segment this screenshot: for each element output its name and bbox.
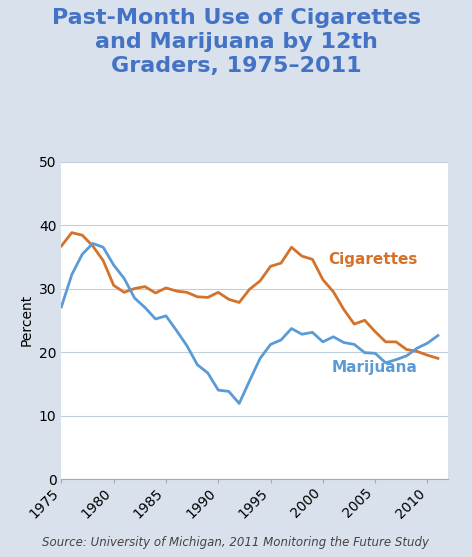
Text: Cigarettes: Cigarettes	[328, 252, 417, 267]
Text: Source: University of Michigan, 2011 Monitoring the Future Study: Source: University of Michigan, 2011 Mon…	[42, 536, 430, 549]
Y-axis label: Percent: Percent	[19, 294, 34, 346]
Text: Past-Month Use of Cigarettes
and Marijuana by 12th
Graders, 1975–2011: Past-Month Use of Cigarettes and Marijua…	[51, 8, 421, 76]
Text: Marijuana: Marijuana	[331, 360, 417, 375]
